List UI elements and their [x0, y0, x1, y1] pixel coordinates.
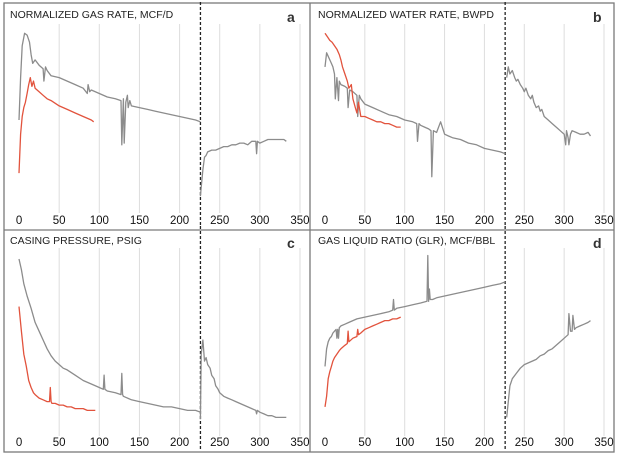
panel-a-series-gray [18, 32, 201, 146]
panel-a-title: NORMALIZED GAS RATE, MCF/D [10, 9, 174, 21]
panel-a-series-red [18, 76, 95, 174]
panel-d-x-ticks: 0 50 100 150 200 250 300 350 [322, 437, 614, 449]
panel-a-x-tick-label: 50 [53, 215, 66, 227]
panel-c-x-tick-label: 300 [250, 437, 269, 449]
panel-c-x-tick-label: 250 [210, 437, 229, 449]
panel-b-title: NORMALIZED WATER RATE, BWPD [318, 9, 494, 21]
panel-c-letter: c [287, 235, 295, 251]
panel-b-series [324, 2, 592, 227]
panel-c-title: CASING PRESSURE, PSIG [10, 235, 142, 247]
panel-a-x-tick-label: 0 [16, 215, 22, 227]
outer-frame [3, 2, 615, 453]
panel-c-x-tick-label: 200 [170, 437, 189, 449]
panel-d-x-tick-label: 300 [555, 437, 574, 449]
panel-b-x-tick-label: 150 [435, 215, 454, 227]
panel-d-grid [364, 248, 605, 436]
panel-d-x-tick-label: 50 [358, 437, 371, 449]
panel-a-series [18, 2, 287, 227]
panel-a-x-tick-label: 250 [210, 215, 229, 227]
panel-b-series-gray [324, 52, 506, 178]
panel-b-series-gray-after [506, 66, 592, 146]
panel-b-x-tick-label: 0 [322, 215, 328, 227]
panel-c-x-tick-label: 0 [16, 437, 22, 449]
panel-d-series-gray [324, 254, 506, 367]
panel-d-x-tick-label: 250 [515, 437, 534, 449]
panel-c-grid [58, 248, 301, 436]
panel-d-x-tick-label: 350 [594, 437, 613, 449]
panel-b-x-tick-label: 200 [475, 215, 494, 227]
panel-c-x-tick-label: 350 [290, 437, 309, 449]
panel-d-title: GAS LIQUID RATIO (GLR), MCF/BBL [318, 235, 495, 247]
panel-a-x-tick-label: 150 [130, 215, 149, 227]
panel-c-x-tick-label: 50 [53, 437, 66, 449]
panel-b-x-tick-label: 350 [594, 215, 613, 227]
panel-d-x-tick-label: 200 [475, 437, 494, 449]
panel-d-x-tick-label: 150 [435, 437, 454, 449]
panel-c: 0 50 100 150 200 250 300 350 CASING PRESSURE, P… [10, 226, 310, 450]
panel-a-letter: a [287, 9, 295, 25]
panel-b-series-red [324, 32, 401, 128]
panel-a-series-gray-after [199, 138, 287, 197]
panel-a: 0 50 100 150 200 250 300 350 NORMALIZED GAS RAT… [10, 2, 310, 227]
panel-b-x-ticks: 0 50 100 150 200 250 300 350 [322, 215, 614, 227]
panel-b-x-tick-label: 250 [515, 215, 534, 227]
panel-c-x-ticks: 0 50 100 150 200 250 300 350 [16, 437, 310, 449]
panel-a-x-tick-label: 350 [290, 215, 309, 227]
panel-a-x-tick-label: 100 [90, 215, 109, 227]
panel-b-x-tick-label: 100 [395, 215, 414, 227]
panel-d-x-tick-label: 0 [322, 437, 328, 449]
panel-b-grid [364, 24, 605, 213]
panel-a-x-tick-label: 300 [250, 215, 269, 227]
panel-c-series-gray-after [199, 339, 287, 420]
panel-c-x-tick-label: 100 [90, 437, 109, 449]
panel-a-x-ticks: 0 50 100 150 200 250 300 350 [16, 215, 310, 227]
panel-d-series-red [324, 316, 401, 407]
panel-c-x-tick-label: 150 [130, 437, 149, 449]
panel-d-x-tick-label: 100 [395, 437, 414, 449]
panel-b: 0 50 100 150 200 250 300 350 NORMALIZED WATER R… [318, 2, 614, 227]
panel-a-grid [58, 24, 301, 213]
panel-b-letter: b [593, 9, 602, 25]
panel-b-x-tick-label: 50 [358, 215, 371, 227]
panel-d-letter: d [593, 235, 602, 251]
panel-c-series-red [18, 306, 96, 412]
panel-d-series [324, 226, 591, 450]
panel-a-x-tick-label: 200 [170, 215, 189, 227]
panel-d: 0 50 100 150 200 250 300 350 GAS LIQUID RATIO (… [318, 226, 614, 450]
panel-d-series-gray-after [506, 312, 591, 418]
panel-c-series [18, 226, 287, 450]
panel-b-x-tick-label: 300 [555, 215, 574, 227]
panel-c-series-gray [18, 258, 201, 413]
